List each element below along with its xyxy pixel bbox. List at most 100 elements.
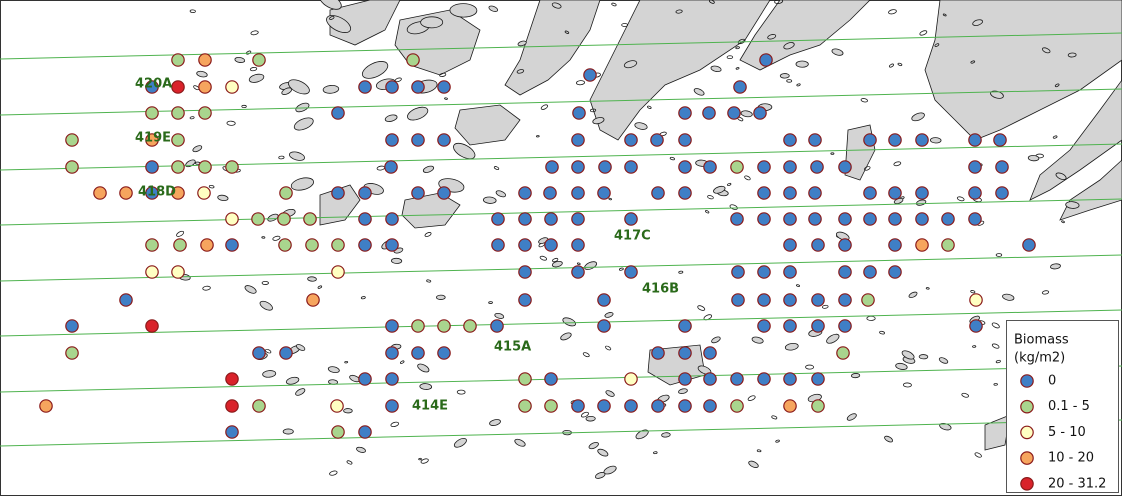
station bbox=[808, 212, 822, 226]
station bbox=[145, 80, 159, 94]
station bbox=[808, 133, 822, 147]
islet bbox=[784, 342, 799, 351]
islet bbox=[444, 97, 448, 100]
transect-line bbox=[0, 32, 1122, 60]
station bbox=[411, 186, 425, 200]
station bbox=[225, 372, 239, 386]
station bbox=[171, 186, 185, 200]
islet bbox=[795, 60, 809, 68]
islet bbox=[597, 448, 609, 457]
station bbox=[65, 160, 79, 174]
islet bbox=[552, 258, 559, 263]
islet bbox=[189, 116, 195, 120]
islet bbox=[710, 65, 722, 73]
station bbox=[597, 319, 611, 333]
station bbox=[305, 238, 319, 252]
station bbox=[385, 80, 399, 94]
islet bbox=[934, 43, 940, 47]
station bbox=[571, 265, 585, 279]
station bbox=[678, 186, 692, 200]
station bbox=[544, 399, 558, 413]
station bbox=[811, 293, 825, 307]
islet bbox=[278, 155, 285, 160]
islet bbox=[884, 435, 894, 443]
islet bbox=[418, 457, 422, 461]
islet bbox=[783, 42, 795, 50]
islet bbox=[972, 345, 977, 348]
islet bbox=[1050, 263, 1061, 270]
islet bbox=[1027, 155, 1040, 162]
islet bbox=[488, 5, 499, 12]
islet bbox=[346, 460, 353, 465]
islet bbox=[394, 77, 402, 83]
islet bbox=[863, 166, 871, 171]
islet bbox=[737, 38, 746, 45]
islet bbox=[217, 194, 229, 201]
station bbox=[783, 133, 797, 147]
station bbox=[171, 265, 185, 279]
station bbox=[518, 293, 532, 307]
islet bbox=[707, 195, 714, 200]
islet bbox=[611, 2, 617, 7]
islet bbox=[417, 363, 430, 373]
station bbox=[171, 106, 185, 120]
islet bbox=[192, 145, 203, 153]
transect-label: 419E bbox=[135, 131, 171, 146]
islet bbox=[1067, 52, 1077, 58]
islet bbox=[361, 61, 389, 79]
islet bbox=[288, 79, 310, 95]
station bbox=[171, 53, 185, 67]
islet bbox=[621, 23, 628, 27]
islet bbox=[307, 276, 317, 282]
station bbox=[385, 399, 399, 413]
islet bbox=[879, 330, 885, 335]
station bbox=[93, 186, 107, 200]
islet bbox=[705, 210, 710, 214]
islet bbox=[453, 142, 476, 160]
islet bbox=[603, 465, 617, 475]
station bbox=[838, 212, 852, 226]
islet bbox=[908, 291, 918, 299]
islet bbox=[605, 390, 615, 397]
station bbox=[252, 53, 266, 67]
islet bbox=[384, 114, 398, 122]
station bbox=[171, 80, 185, 94]
station bbox=[810, 160, 824, 174]
islet bbox=[1052, 135, 1058, 139]
station bbox=[995, 160, 1009, 174]
islet bbox=[322, 84, 340, 94]
islet bbox=[540, 104, 549, 110]
islet bbox=[697, 305, 706, 311]
station bbox=[411, 80, 425, 94]
islet bbox=[897, 62, 903, 67]
station bbox=[838, 319, 852, 333]
station bbox=[678, 346, 692, 360]
islet bbox=[575, 80, 586, 86]
islet bbox=[560, 332, 572, 341]
station bbox=[411, 346, 425, 360]
islet bbox=[249, 66, 258, 72]
islet bbox=[850, 373, 861, 379]
islet bbox=[821, 304, 829, 309]
station bbox=[225, 425, 239, 439]
station bbox=[968, 133, 982, 147]
islet bbox=[329, 15, 335, 20]
station bbox=[225, 80, 239, 94]
station bbox=[571, 160, 585, 174]
islet bbox=[995, 253, 1003, 257]
islet bbox=[295, 388, 306, 396]
station bbox=[863, 212, 877, 226]
transect-line bbox=[0, 143, 1122, 171]
station bbox=[65, 346, 79, 360]
islet bbox=[516, 69, 525, 74]
islet bbox=[582, 352, 590, 358]
islet bbox=[618, 267, 624, 271]
station bbox=[252, 399, 266, 413]
station bbox=[757, 186, 771, 200]
islet bbox=[517, 40, 527, 47]
islet bbox=[956, 196, 965, 202]
station bbox=[783, 212, 797, 226]
station bbox=[888, 265, 902, 279]
station bbox=[437, 186, 451, 200]
transect-label: 417C bbox=[614, 229, 651, 244]
